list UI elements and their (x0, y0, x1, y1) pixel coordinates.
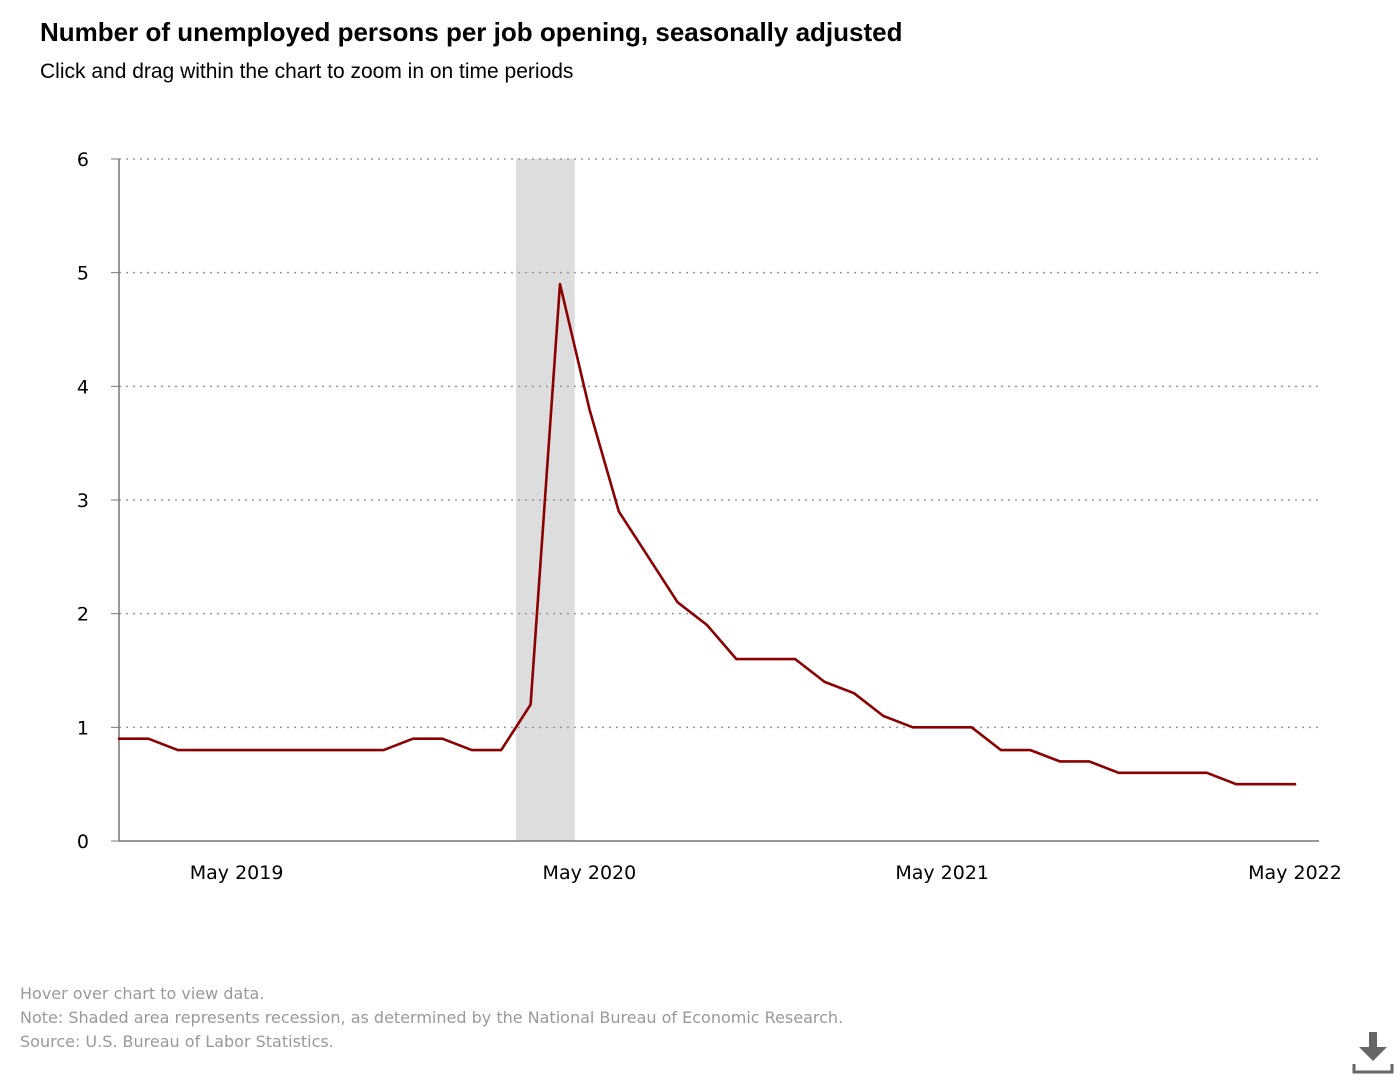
series-line (117, 282, 1297, 786)
data-point[interactable]: Dec 2019: 0.9 (436, 733, 448, 745)
y-tick-label: 6 (77, 149, 89, 171)
data-point[interactable]: May 2019: 0.8 (231, 744, 243, 756)
axes (118, 159, 1319, 842)
y-tick-label: 2 (77, 604, 89, 626)
data-point[interactable]: May 2022: 0.5 (1289, 778, 1301, 790)
data-point[interactable]: Jan 2020: 0.8 (466, 744, 478, 756)
data-point[interactable]: Dec 2020: 1.6 (789, 653, 801, 665)
data-point[interactable]: Jan 2019: 0.9 (113, 733, 125, 745)
data-point[interactable]: Jun 2020: 2.9 (613, 505, 625, 517)
data-point[interactable]: Apr 2021: 1 (907, 721, 919, 733)
data-point[interactable]: Jun 2021: 1 (966, 721, 978, 733)
line-chart[interactable]: 0 1 2 3 4 5 6 May 2019 May 2020 May 2021 May 2022… (0, 0, 1400, 960)
data-point[interactable]: Jul 2020: 2.5 (642, 551, 654, 563)
y-tick-label: 5 (77, 263, 89, 285)
download-button[interactable] (1352, 1030, 1394, 1074)
data-point[interactable]: Jul 2019: 0.8 (289, 744, 301, 756)
data-point[interactable]: Jun 2019: 0.8 (260, 744, 272, 756)
data-point[interactable]: Nov 2020: 1.6 (760, 653, 772, 665)
data-point[interactable]: Mar 2019: 0.8 (172, 744, 184, 756)
chart-title: Number of unemployed persons per job ope… (40, 17, 903, 47)
data-point[interactable]: Feb 2022: 0.6 (1201, 767, 1213, 779)
data-point[interactable]: Oct 2021: 0.7 (1083, 755, 1095, 767)
data-point[interactable]: Apr 2019: 0.8 (201, 744, 213, 756)
data-point[interactable]: Aug 2020: 2.1 (672, 596, 684, 608)
data-point[interactable]: Aug 2019: 0.8 (319, 744, 331, 756)
y-tick-label: 3 (77, 490, 89, 512)
x-tick-label: May 2022 (1248, 862, 1342, 884)
data-point[interactable]: Oct 2020: 1.6 (730, 653, 742, 665)
x-tick-label: May 2019 (190, 862, 284, 884)
source-note: Source: U.S. Bureau of Labor Statistics. (20, 1032, 334, 1051)
download-icon (1352, 1032, 1394, 1074)
y-tick-label: 4 (77, 376, 89, 398)
data-point[interactable]: Feb 2019: 0.9 (142, 733, 154, 745)
data-point[interactable]: Sep 2019: 0.8 (348, 744, 360, 756)
y-axis-tick-labels: 0 1 2 3 4 5 6 (77, 149, 119, 853)
series-layer[interactable]: Jan 2019: 0.9 Feb 2019: 0.9 Mar 2019: 0.8 A… (113, 278, 1301, 790)
data-point[interactable]: Jan 2021: 1.4 (819, 676, 831, 688)
data-point[interactable]: Apr 2022: 0.5 (1260, 778, 1272, 790)
data-point[interactable]: Aug 2021: 0.8 (1024, 744, 1036, 756)
data-point[interactable]: Mar 2021: 1.1 (877, 710, 889, 722)
data-point[interactable]: Nov 2019: 0.9 (407, 733, 419, 745)
data-point[interactable]: Feb 2021: 1.3 (848, 687, 860, 699)
y-tick-label: 0 (77, 831, 89, 853)
data-point[interactable]: Dec 2021: 0.6 (1142, 767, 1154, 779)
data-point[interactable]: Mar 2022: 0.5 (1230, 778, 1242, 790)
data-point[interactable]: Oct 2019: 0.8 (378, 744, 390, 756)
recession-note: Note: Shaded area represents recession, … (20, 1008, 844, 1027)
data-point[interactable]: Sep 2021: 0.7 (1054, 755, 1066, 767)
data-point[interactable]: Apr 2020: 4.9 (554, 278, 566, 290)
data-point[interactable]: May 2021: 1 (936, 721, 948, 733)
x-tick-label: May 2021 (895, 862, 989, 884)
data-point[interactable]: Jan 2022: 0.6 (1171, 767, 1183, 779)
chart-subtitle: Click and drag within the chart to zoom … (40, 60, 574, 83)
data-point[interactable]: Nov 2021: 0.6 (1113, 767, 1125, 779)
data-point[interactable]: Mar 2020: 1.2 (525, 699, 537, 711)
data-point[interactable]: Sep 2020: 1.9 (701, 619, 713, 631)
hover-hint: Hover over chart to view data. (20, 984, 265, 1003)
chart-footnotes: Hover over chart to view data. Note: Sha… (20, 982, 843, 1054)
y-tick-label: 1 (77, 717, 89, 739)
gridlines (119, 158, 1319, 729)
x-axis-tick-labels: May 2019 May 2020 May 2021 May 2022 (190, 862, 1342, 884)
data-point[interactable]: May 2020: 3.8 (583, 403, 595, 415)
data-point[interactable]: Jul 2021: 0.8 (995, 744, 1007, 756)
data-point[interactable]: Feb 2020: 0.8 (495, 744, 507, 756)
x-tick-label: May 2020 (543, 862, 637, 884)
